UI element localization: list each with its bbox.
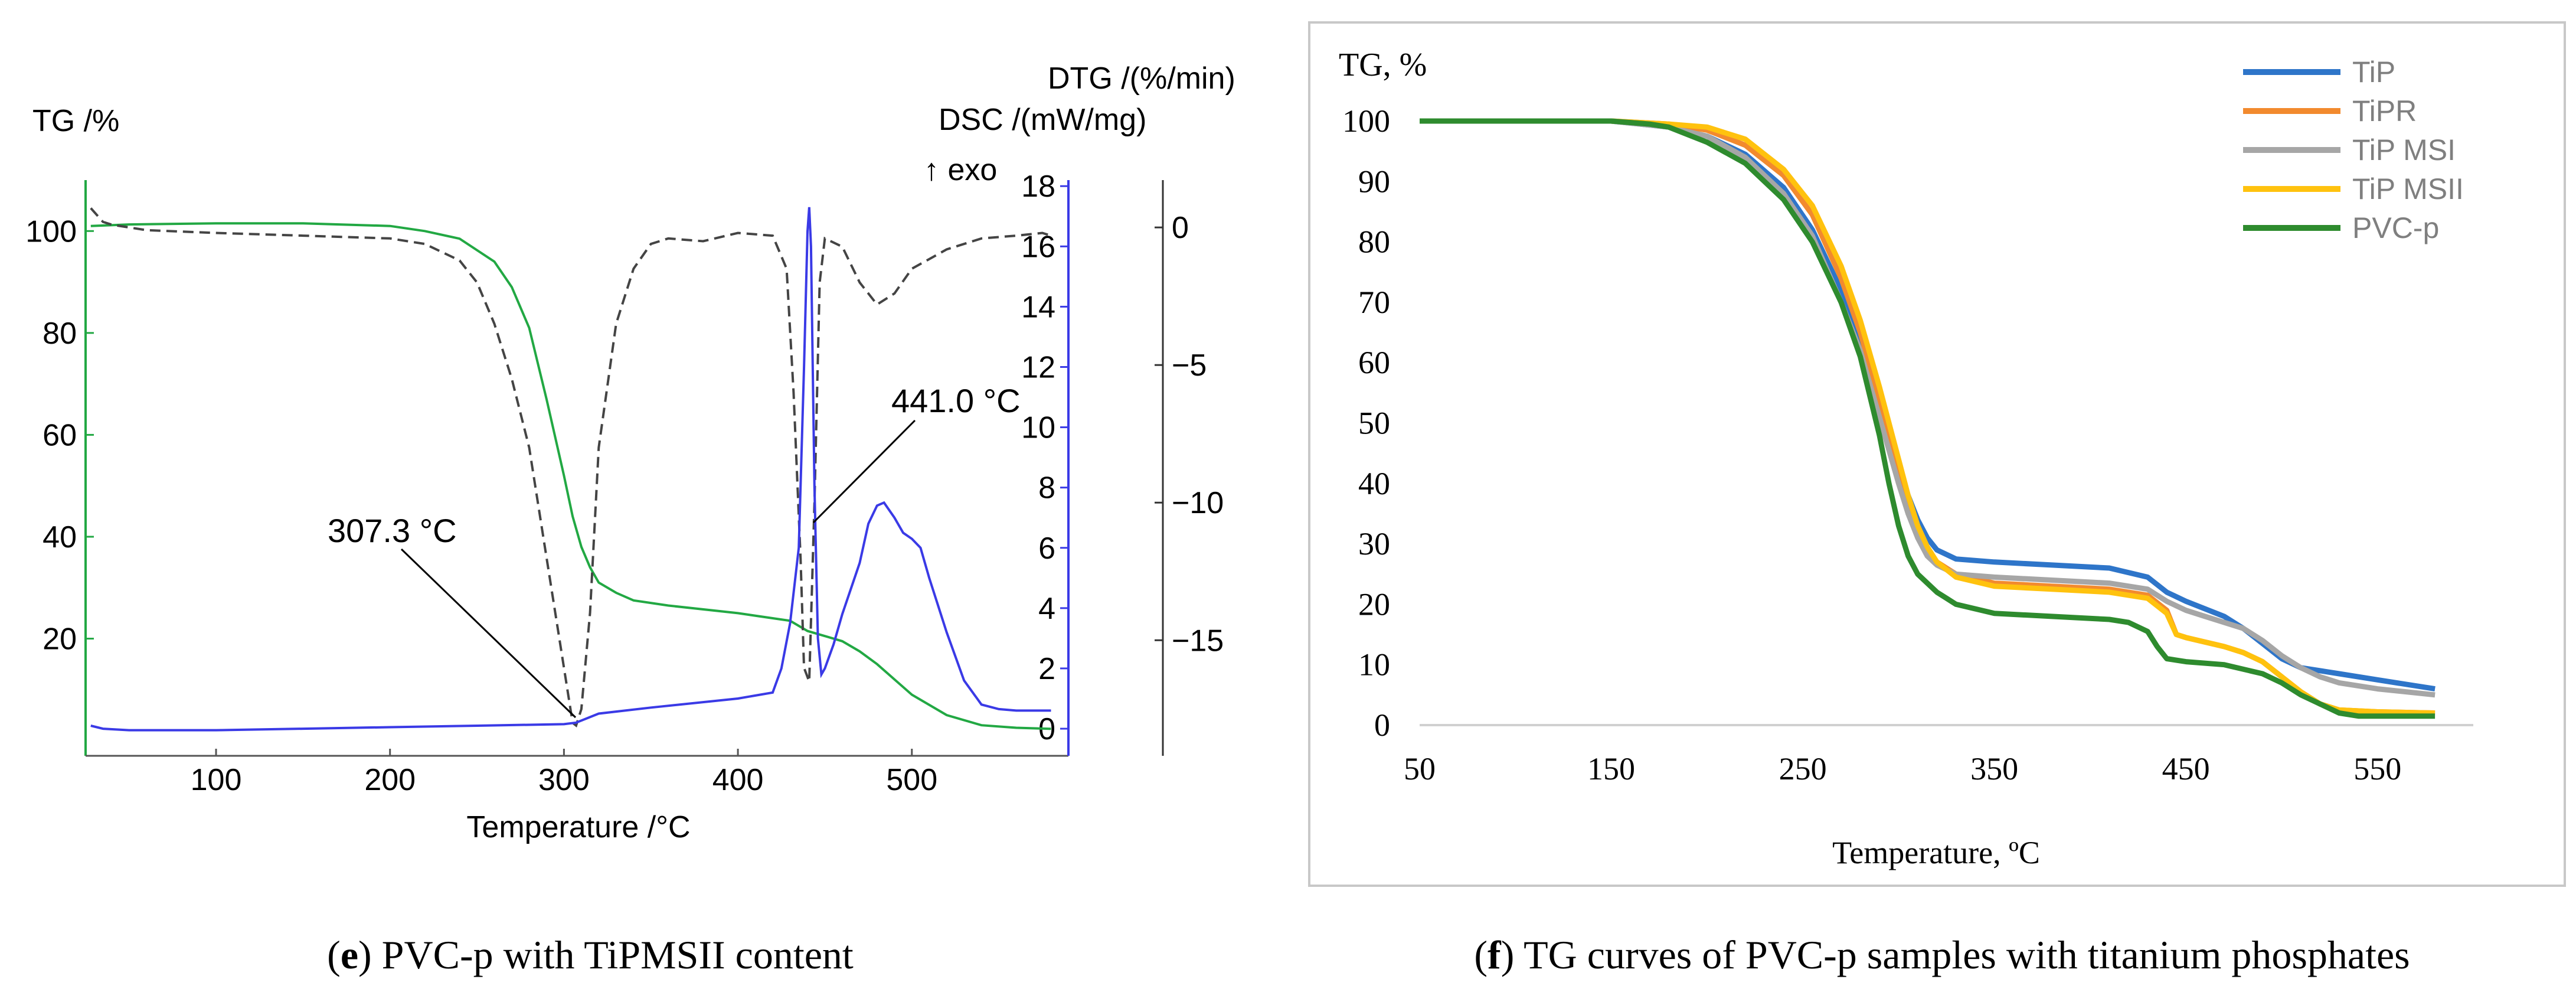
f-series-line-pvc-p xyxy=(1420,118,2436,719)
chart-frame xyxy=(1308,21,2566,887)
f-x-tick-label: 50 xyxy=(1404,751,1436,787)
e-x-tick-label: 300 xyxy=(538,763,590,797)
f-legend-label: TiP xyxy=(2352,56,2395,89)
caption-f: (f) TG curves of PVC-p samples with tita… xyxy=(1474,932,2410,977)
tg-axis-title: TG /% xyxy=(32,104,119,138)
temperature-axis-title: Temperature /°C xyxy=(466,810,690,844)
f-x-tick-label: 550 xyxy=(2353,751,2401,787)
exo-direction-label: ↑ exo xyxy=(924,153,997,187)
dsc-curve xyxy=(90,207,1051,732)
f-x-axis-title: Temperature, ºC xyxy=(1832,835,2040,870)
dtg-curve xyxy=(90,207,1052,728)
dsc-axis-title: DSC /(mW/mg) xyxy=(939,103,1146,137)
f-legend-label: TiP MSI xyxy=(2352,133,2456,167)
dsc-y-tick-label: 18 xyxy=(1021,169,1055,204)
dtg-y-tick-label: −5 xyxy=(1172,348,1207,383)
f-y-tick-label: 40 xyxy=(1358,466,1390,501)
annotation-441-label: 441.0 °C xyxy=(891,382,1021,419)
f-y-tick-label: 100 xyxy=(1342,103,1390,139)
e-x-tick-label: 100 xyxy=(191,763,242,797)
dsc-y-tick-label: 4 xyxy=(1038,592,1055,626)
f-series-line-tip-msii xyxy=(1420,118,2436,716)
f-y-tick-label: 30 xyxy=(1358,526,1390,562)
caption-f-text: TG curves of PVC-p samples with titanium… xyxy=(1524,932,2410,977)
caption-e-text: PVC-p with TiPMSII content xyxy=(382,932,854,977)
tg-y-tick-label: 20 xyxy=(43,622,77,657)
caption-f-letter: f xyxy=(1488,932,1502,977)
dsc-y-tick-label: 8 xyxy=(1038,471,1055,505)
tg-y-tick-label: 100 xyxy=(25,214,77,249)
dtg-axis-title: DTG /(%/min) xyxy=(1048,61,1235,96)
panel-f-ticks: 0 10 20 30 40 50 60 70 80 90 100 50 150 250 350 450 550 xyxy=(1342,103,2401,787)
f-chart-title: TG, % xyxy=(1339,47,1427,83)
annotation-307-label: 307.3 °C xyxy=(328,512,457,549)
f-legend-label: TiPR xyxy=(2352,94,2417,128)
tg-y-tick-label: 60 xyxy=(43,418,77,452)
f-y-tick-label: 10 xyxy=(1358,647,1390,683)
f-x-tick-label: 450 xyxy=(2162,751,2210,787)
caption-e: (e) PVC-p with TiPMSII content xyxy=(327,932,854,977)
f-y-tick-label: 70 xyxy=(1358,285,1390,320)
tg-y-tick-label: 80 xyxy=(43,316,77,351)
dsc-y-tick-label: 2 xyxy=(1038,652,1055,686)
f-legend: TiP TiPR TiP MSI TiP MSII PVC-p xyxy=(2243,56,2464,244)
f-x-tick-label: 250 xyxy=(1779,751,1827,787)
dsc-y-tick-label: 10 xyxy=(1021,411,1055,445)
f-series-group xyxy=(1420,118,2436,719)
f-y-tick-label: 80 xyxy=(1358,224,1390,260)
caption-e-letter: e xyxy=(341,932,358,977)
panel-e-ticks: 100 200 300 400 5002040608010002468101214161… xyxy=(25,169,1224,797)
f-y-tick-label: 90 xyxy=(1358,164,1390,199)
e-x-tick-label: 500 xyxy=(886,763,937,797)
annotation-441-leader xyxy=(812,419,916,524)
f-y-tick-label: 20 xyxy=(1358,586,1390,622)
f-y-tick-label: 50 xyxy=(1358,406,1390,441)
dtg-y-tick-label: −10 xyxy=(1172,486,1224,520)
tg-y-tick-label: 40 xyxy=(43,520,77,554)
dtg-y-tick-label: 0 xyxy=(1172,211,1189,245)
f-y-tick-label: 60 xyxy=(1358,345,1390,380)
dsc-y-tick-label: 6 xyxy=(1038,531,1055,566)
e-x-tick-label: 200 xyxy=(364,763,416,797)
annotation-307-leader xyxy=(400,548,577,719)
dsc-y-tick-label: 12 xyxy=(1021,350,1055,384)
dtg-y-tick-label: −15 xyxy=(1172,624,1224,658)
panel-e-dsc-tg-chart: 100 200 300 400 5002040608010002468101214161… xyxy=(25,61,1235,844)
e-x-tick-label: 400 xyxy=(712,763,764,797)
f-x-tick-label: 150 xyxy=(1587,751,1635,787)
dsc-y-tick-label: 14 xyxy=(1021,290,1055,324)
f-x-tick-label: 350 xyxy=(1970,751,2018,787)
f-y-tick-label: 0 xyxy=(1374,707,1390,743)
tg-curve xyxy=(90,222,1051,730)
f-legend-label: PVC-p xyxy=(2352,211,2439,244)
f-legend-label: TiP MSII xyxy=(2352,172,2464,205)
